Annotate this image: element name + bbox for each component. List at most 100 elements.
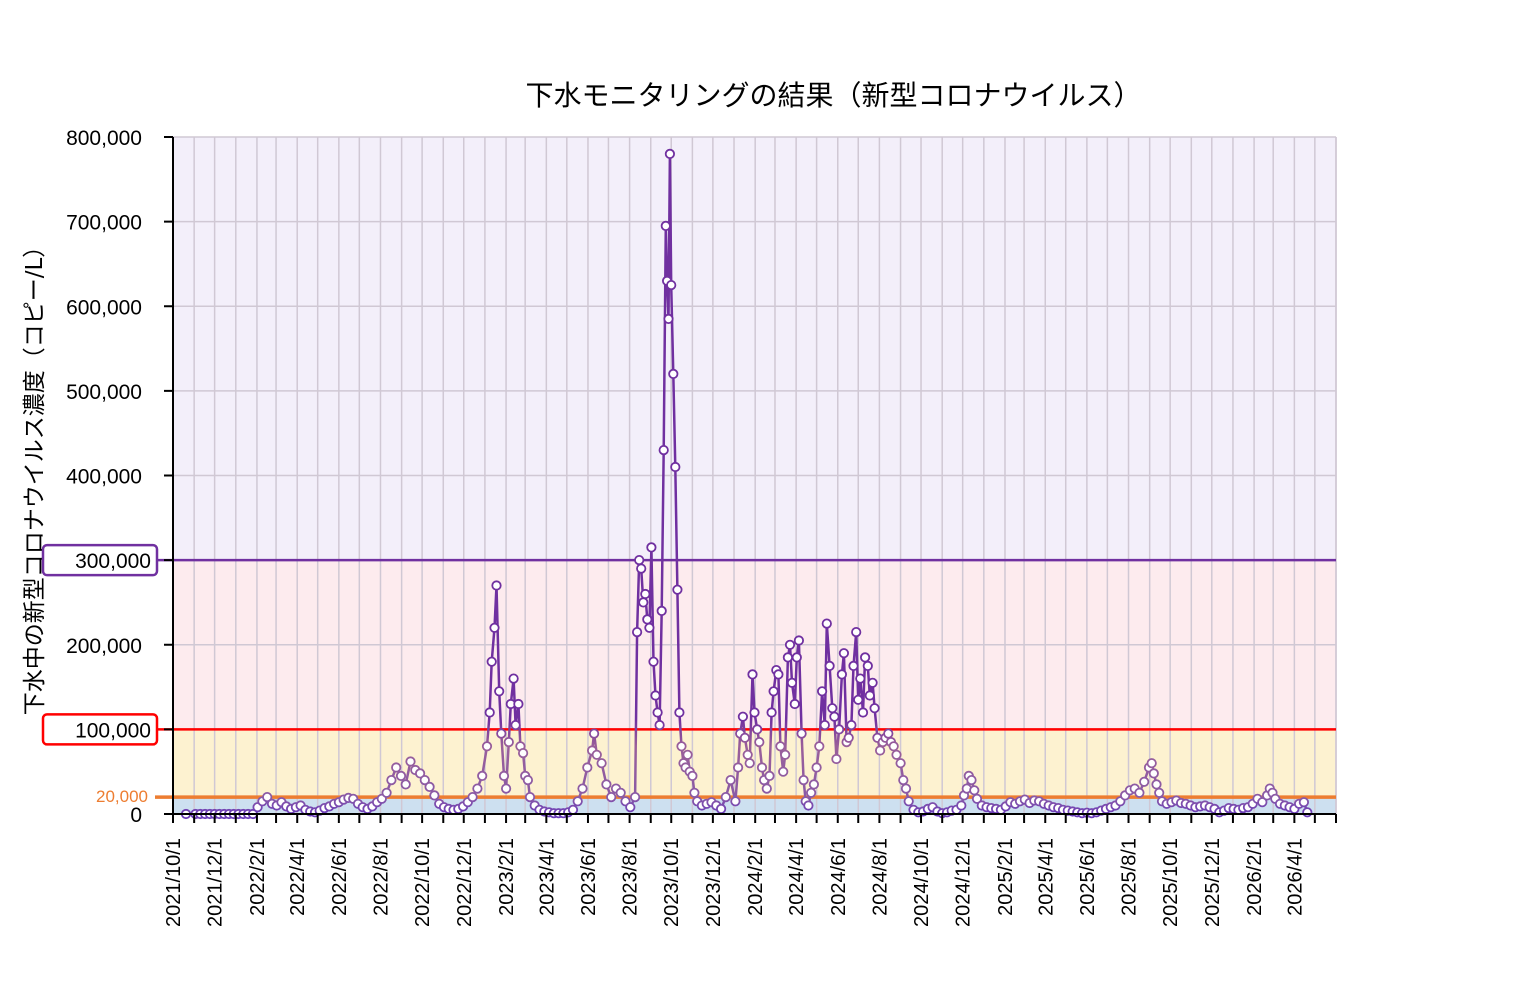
x-tick-label: 2023/4/1	[536, 838, 558, 916]
y-tick-label: 700,000	[66, 212, 142, 235]
x-tick-label: 2024/12/1	[953, 838, 975, 927]
data-point	[732, 762, 744, 773]
data-point	[676, 741, 687, 752]
data-point	[414, 768, 426, 779]
data-point	[966, 774, 977, 786]
data-point	[400, 779, 411, 790]
data-point	[773, 669, 784, 680]
x-tick-label: 2025/10/1	[1160, 838, 1182, 927]
data-point	[395, 770, 407, 782]
data-point	[848, 660, 859, 672]
data-point	[742, 749, 753, 760]
data-point	[670, 461, 681, 473]
x-tick-label: 2024/8/1	[869, 838, 891, 916]
x-tick-label: 2021/12/1	[205, 838, 227, 927]
data-point	[682, 749, 693, 760]
x-tick-label: 2025/8/1	[1119, 838, 1141, 916]
x-tick-label: 2022/8/1	[370, 838, 392, 916]
data-point	[798, 774, 809, 786]
data-point	[862, 660, 873, 672]
data-point	[737, 711, 749, 722]
y-tick-label: 0	[130, 804, 142, 827]
data-point	[739, 732, 751, 743]
data-point	[883, 728, 894, 739]
x-tick-label: 2023/8/1	[620, 838, 642, 916]
data-point	[503, 736, 514, 748]
x-tick-label: 2023/12/1	[703, 838, 725, 927]
data-point	[642, 614, 653, 625]
data-point	[1298, 797, 1310, 808]
data-point	[764, 770, 775, 782]
x-tick-label: 2025/12/1	[1202, 838, 1224, 927]
data-point	[744, 758, 755, 769]
data-point	[517, 747, 529, 759]
data-point	[824, 660, 835, 672]
data-point	[816, 686, 828, 697]
x-tick-label: 2022/10/1	[412, 838, 434, 927]
x-tick-label: 2026/4/1	[1284, 838, 1306, 916]
data-point	[715, 803, 727, 815]
x-tick-label: 2026/2/1	[1244, 838, 1266, 916]
data-point	[491, 580, 502, 591]
data-point	[853, 694, 864, 705]
data-point	[386, 774, 397, 786]
data-point	[582, 762, 593, 773]
y-tick-label: 400,000	[66, 466, 142, 489]
data-point	[898, 774, 909, 786]
data-point	[648, 656, 659, 667]
data-point	[895, 758, 906, 769]
data-point	[508, 673, 519, 684]
data-point	[663, 313, 674, 324]
data-point	[805, 787, 817, 798]
data-point	[900, 783, 912, 794]
data-point	[572, 796, 583, 807]
x-tick-label: 2023/6/1	[578, 838, 600, 916]
data-point	[869, 703, 880, 714]
data-point	[971, 793, 983, 804]
data-point	[829, 711, 840, 722]
data-point	[819, 719, 830, 731]
data-point	[1134, 787, 1145, 798]
x-tick-label: 2022/4/1	[287, 838, 309, 916]
threshold-label: 20,000	[96, 787, 148, 806]
data-point	[969, 785, 980, 796]
x-tick-label: 2024/4/1	[786, 838, 808, 916]
data-point	[761, 783, 772, 794]
data-point	[472, 783, 483, 794]
data-point	[775, 741, 786, 752]
data-point	[803, 800, 814, 811]
data-point	[489, 622, 500, 633]
data-point	[634, 554, 645, 566]
data-point	[838, 648, 850, 659]
data-point	[419, 774, 430, 786]
data-point	[636, 563, 647, 574]
data-point	[666, 279, 677, 291]
data-point	[814, 741, 825, 752]
data-point	[591, 749, 602, 760]
data-point	[262, 791, 273, 803]
data-point	[601, 779, 612, 790]
y-tick-label: 600,000	[66, 296, 142, 319]
data-point	[567, 804, 579, 815]
data-point	[424, 781, 435, 793]
x-tick-label: 2023/10/1	[661, 838, 683, 927]
data-point	[477, 770, 488, 782]
data-point	[484, 707, 495, 718]
data-point	[1302, 807, 1313, 818]
data-point	[749, 707, 760, 718]
data-point	[864, 690, 875, 701]
threshold-label: 100,000	[75, 719, 151, 742]
data-point	[631, 626, 643, 638]
data-point	[831, 753, 842, 765]
data-point	[615, 787, 626, 798]
data-point	[833, 724, 845, 735]
data-point	[756, 762, 768, 773]
data-point	[498, 770, 510, 782]
data-point	[391, 762, 402, 773]
data-point	[577, 783, 588, 794]
data-point	[646, 542, 657, 553]
data-point	[811, 762, 822, 773]
x-tick-label: 2022/6/1	[329, 838, 351, 916]
data-point	[658, 444, 669, 456]
